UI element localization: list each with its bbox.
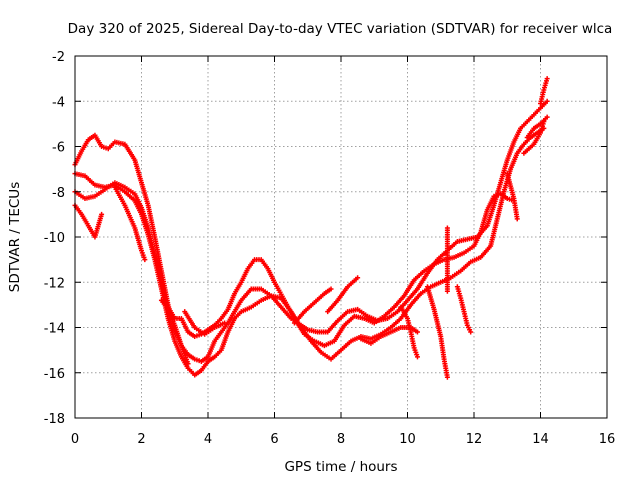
y-tick-label: -16 (44, 367, 65, 382)
data-point (99, 211, 105, 217)
data-point (142, 257, 148, 263)
data-series-9 (325, 275, 361, 315)
data-point (185, 361, 191, 367)
data-point (222, 320, 228, 326)
x-tick-label: 10 (399, 432, 416, 447)
data-series-10 (358, 325, 420, 346)
data-series-11 (398, 304, 420, 360)
data-series (72, 76, 550, 380)
x-tick-label: 14 (532, 432, 549, 447)
data-point (468, 329, 474, 335)
y-tick-labels: -18 -16 -14 -12 -10 -8 -6 -4 -2 (44, 50, 65, 427)
y-tick-label: -10 (44, 231, 65, 246)
y-tick-label: -12 (44, 276, 65, 291)
data-series-15 (504, 171, 520, 222)
data-point (328, 286, 334, 292)
x-axis-label: GPS time / hours (284, 459, 397, 475)
x-tick-label: 2 (137, 432, 145, 447)
data-series-6 (158, 297, 191, 367)
data-point (544, 114, 550, 120)
data-point (544, 76, 550, 82)
x-tick-label: 16 (599, 432, 616, 447)
data-point (514, 216, 520, 222)
y-axis-label: SDTVAR / TECUs (7, 182, 23, 292)
chart-title: Day 320 of 2025, Sidereal Day-to-day VTE… (68, 21, 613, 37)
y-tick-label: -4 (52, 95, 65, 110)
data-series-14 (454, 284, 474, 335)
data-point (414, 354, 420, 360)
y-tick-label: -6 (52, 141, 65, 156)
data-series-8 (291, 286, 334, 326)
x-tick-label: 12 (466, 432, 483, 447)
data-point (444, 288, 450, 294)
data-point (444, 374, 450, 380)
x-tick-labels: 0 2 4 6 8 10 12 14 16 (71, 432, 615, 447)
data-point (355, 275, 361, 281)
data-point (414, 329, 420, 335)
data-series-17 (524, 114, 550, 140)
y-tick-label: -2 (52, 50, 65, 65)
x-tick-label: 6 (270, 432, 278, 447)
y-tick-label: -18 (44, 412, 65, 427)
data-series-13 (444, 225, 450, 294)
x-tick-label: 8 (337, 432, 345, 447)
y-tick-label: -8 (52, 186, 65, 201)
data-series-7 (182, 309, 228, 337)
y-tick-label: -14 (44, 322, 65, 337)
axis-ticks (74, 55, 608, 419)
data-point (544, 98, 550, 104)
x-tick-label: 4 (204, 432, 212, 447)
data-series-18 (538, 76, 550, 107)
x-tick-label: 0 (71, 432, 79, 447)
data-series-12 (424, 284, 450, 380)
data-series-4 (72, 202, 105, 240)
data-series-5 (112, 184, 148, 263)
